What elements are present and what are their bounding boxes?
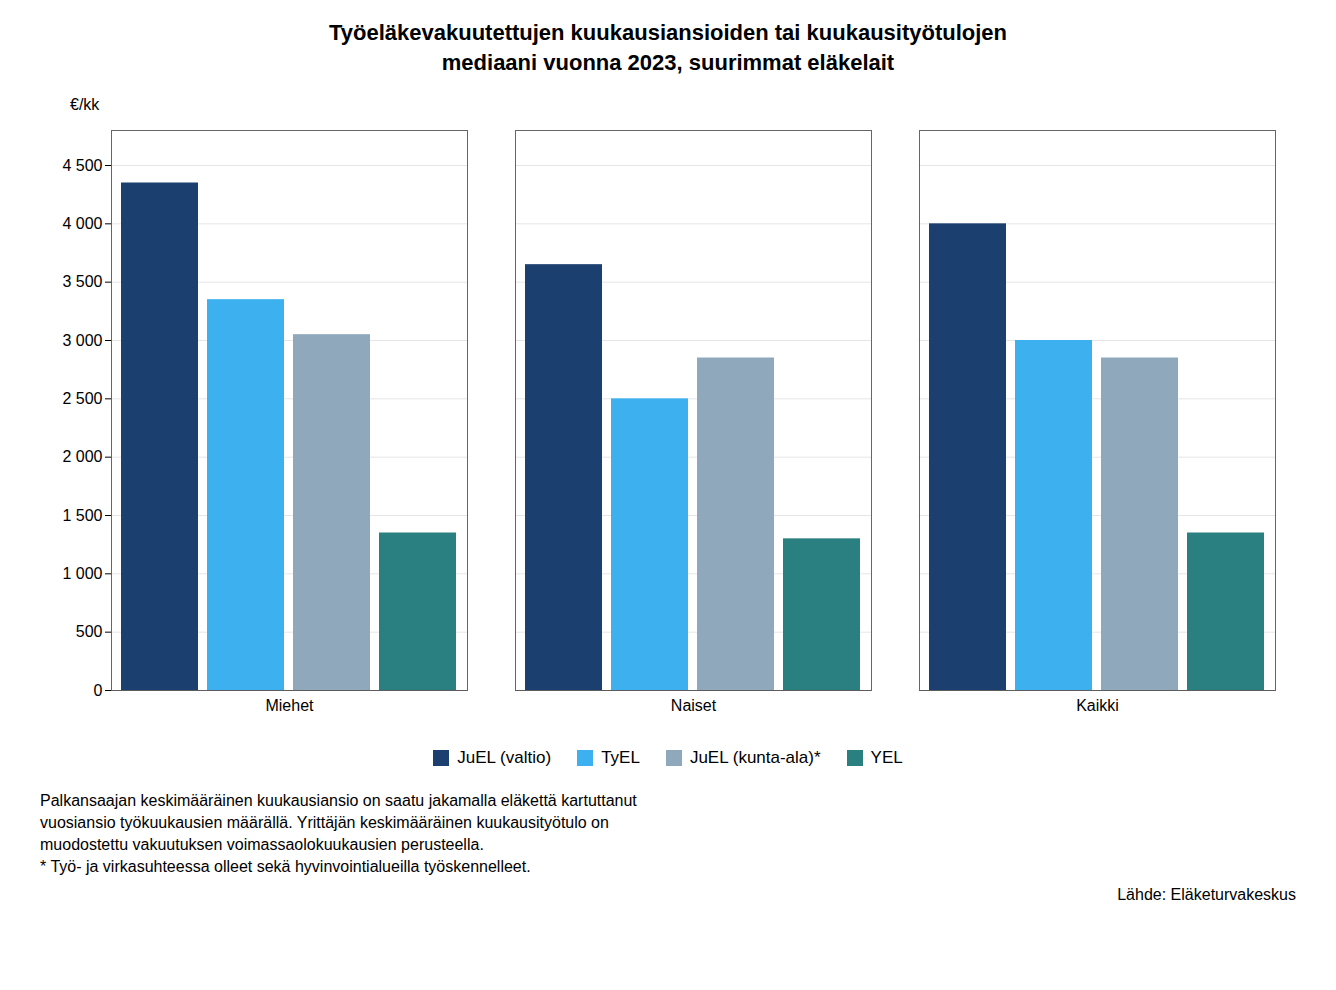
html-text:mediaani vuonna 2023, suurimma: mediaani vuonna 2023, suurimmat eläkelai… bbox=[441, 50, 895, 75]
html-text:YEL: YEL bbox=[870, 748, 903, 767]
svg-text:3 500: 3 500 bbox=[62, 273, 102, 290]
html-text:* Työ- ja virkasuhteessa ollee: * Työ- ja virkasuhteessa olleet sekä hyv… bbox=[40, 858, 531, 875]
html-text:€/kk: €/kk bbox=[70, 96, 100, 113]
svg-text:Kaikki: Kaikki bbox=[1076, 697, 1119, 714]
svg-text:4 500: 4 500 bbox=[62, 157, 102, 174]
svg-text:0: 0 bbox=[94, 682, 103, 699]
svg-text:2 000: 2 000 bbox=[62, 448, 102, 465]
html-text:Lähde: Eläketurvakeskus: Lähde: Eläketurvakeskus bbox=[1117, 886, 1296, 903]
html-text:JuEL (valtio): JuEL (valtio) bbox=[457, 748, 552, 767]
html-text:Työeläkevakuutettujen kuukausi: Työeläkevakuutettujen kuukausiansioiden … bbox=[329, 20, 1007, 45]
svg-text:Miehet: Miehet bbox=[265, 697, 314, 714]
svg-text:1 000: 1 000 bbox=[62, 565, 102, 582]
svg-text:3 000: 3 000 bbox=[62, 332, 102, 349]
svg-text:4 000: 4 000 bbox=[62, 215, 102, 232]
html-text:vuosiansio työkuukausien määrä: vuosiansio työkuukausien määrällä. Yritt… bbox=[40, 814, 609, 831]
html-text:JuEL (kunta-ala)*: JuEL (kunta-ala)* bbox=[689, 748, 821, 767]
html-text:TyEL: TyEL bbox=[601, 748, 640, 767]
svg-text:2 500: 2 500 bbox=[62, 390, 102, 407]
html-text:muodostettu vakuutuksen voimas: muodostettu vakuutuksen voimassaolokuuka… bbox=[40, 836, 484, 853]
html-text:Palkansaajan keskimääräinen ku: Palkansaajan keskimääräinen kuukausiansi… bbox=[40, 792, 637, 809]
svg-text:1 500: 1 500 bbox=[62, 507, 102, 524]
svg-text:500: 500 bbox=[76, 623, 103, 640]
svg-text:Naiset: Naiset bbox=[671, 697, 717, 714]
